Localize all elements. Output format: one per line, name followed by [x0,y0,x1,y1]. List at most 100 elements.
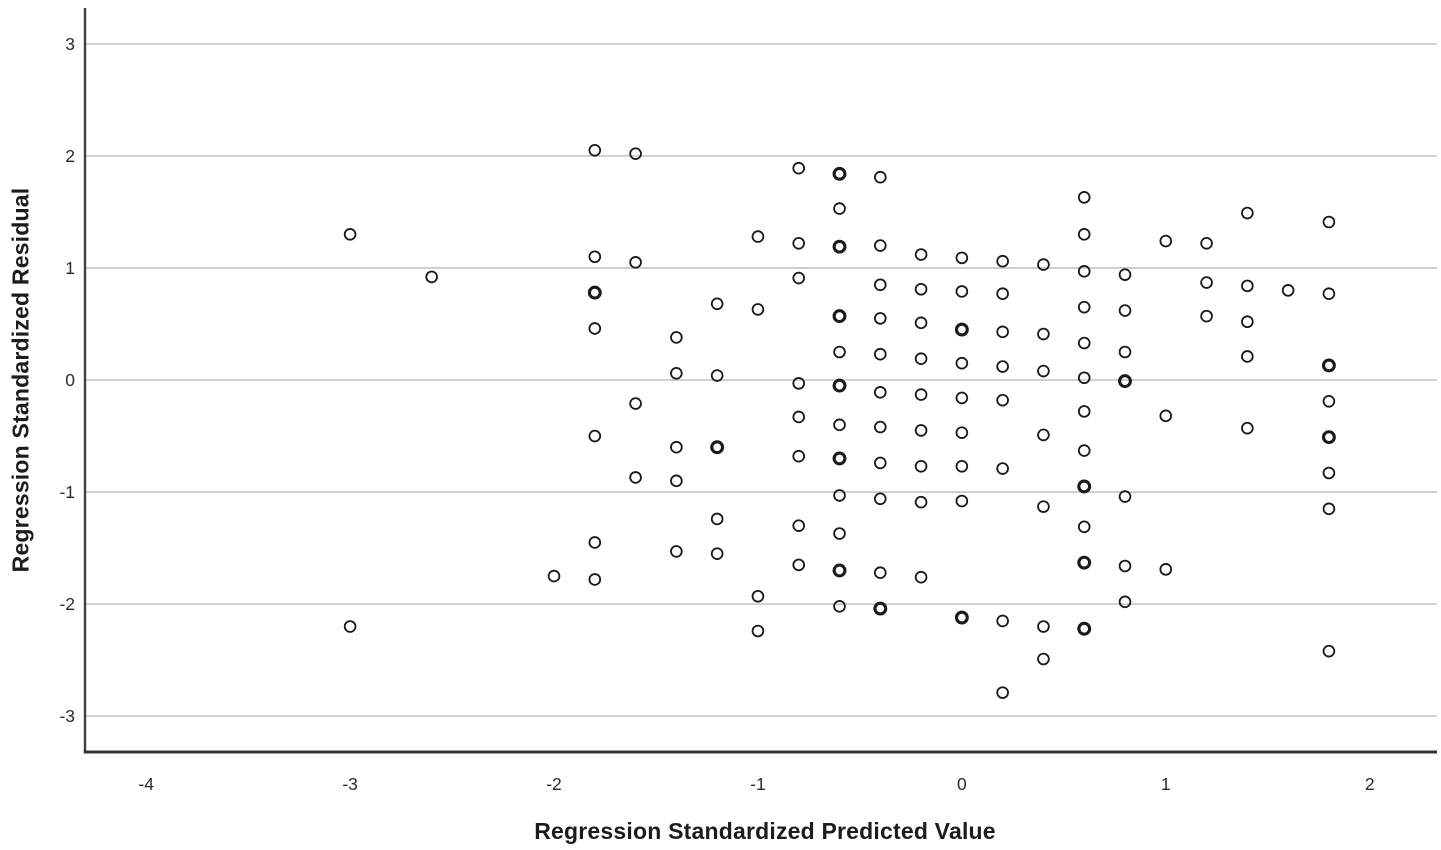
data-point [792,271,806,285]
data-point [873,312,887,325]
data-point-overlapped [832,378,847,393]
data-point [955,494,969,508]
data-point [751,589,765,603]
x-tick-label--2: -2 [546,774,562,794]
y-tick-label-2: 2 [65,146,75,166]
data-point [1037,327,1050,341]
data-point [1241,279,1254,293]
data-point [1241,206,1254,220]
y-tick-label--2: -2 [59,594,75,614]
data-point [1159,234,1173,248]
data-point [914,316,928,330]
data-point [1159,563,1173,576]
data-point [1200,309,1213,323]
data-point [792,377,806,390]
data-point [343,228,357,241]
data-point [1077,371,1091,385]
data-point-overlapped [832,166,847,181]
data-point [955,285,969,298]
data-point [1241,350,1254,363]
data-point [670,440,683,454]
data-point-overlapped [954,322,969,337]
data-point-overlapped [1321,358,1336,373]
data-point-overlapped [954,610,969,625]
data-point [588,250,602,264]
y-tick-label-1: 1 [65,258,75,278]
data-point [670,331,683,344]
data-point-overlapped [587,285,602,300]
x-axis-title: Regression Standardized Predicted Value [534,818,996,844]
data-point [1118,490,1132,503]
data-point [1159,409,1173,423]
data-point [1077,336,1091,350]
data-point [1037,428,1050,442]
data-point [1037,500,1050,513]
data-point [996,325,1009,339]
data-point [873,386,887,399]
data-point-overlapped [832,239,847,254]
data-point [1322,502,1336,516]
data-point [914,424,928,437]
data-point [996,686,1009,699]
data-point [792,237,806,250]
data-point [914,388,928,401]
data-point [670,366,683,380]
data-point [792,161,806,175]
data-point [1118,595,1132,609]
data-point [588,429,602,443]
data-point [1077,228,1091,241]
x-tick-label-0: 0 [957,774,967,794]
data-point-overlapped [873,601,888,616]
data-point [1118,345,1132,359]
data-point [996,360,1009,373]
data-point [629,397,642,410]
x-tick-label--4: -4 [138,774,154,794]
data-point [955,459,969,473]
data-point [1037,364,1050,378]
data-point [588,322,602,335]
data-point [996,614,1009,628]
data-point [833,345,846,359]
y-tick-label-0: 0 [65,370,75,390]
y-tick-label--1: -1 [59,482,75,502]
data-point [629,471,642,484]
data-point [873,239,887,252]
data-point [1200,276,1213,289]
y-tick-label-3: 3 [65,34,75,54]
data-point [710,297,724,311]
data-point [629,256,642,269]
data-point-overlapped [1077,555,1092,570]
data-point [425,270,438,284]
data-point [873,566,887,580]
data-point [833,418,846,432]
data-point [996,287,1009,301]
data-point [1200,237,1213,250]
data-point [955,356,969,370]
data-point [751,624,765,638]
data-point [670,545,683,558]
data-point [710,512,724,526]
data-point [955,426,969,439]
data-point [873,347,887,361]
data-point [955,251,969,265]
data-point [955,391,969,405]
data-point [588,536,602,549]
data-point [1037,620,1050,633]
data-point [873,420,887,434]
data-point [833,527,846,540]
data-point [914,570,928,584]
data-point [1281,284,1295,297]
data-point [873,170,887,184]
data-point [914,459,928,473]
data-point [1322,466,1336,480]
data-point [1241,421,1254,435]
x-tick-label-2: 2 [1365,774,1375,794]
data-point-overlapped [832,309,847,324]
data-point [1241,315,1254,329]
data-point [996,393,1009,407]
data-point-overlapped [710,440,725,455]
data-point-overlapped [1077,479,1092,494]
y-tick-label--3: -3 [59,706,75,726]
